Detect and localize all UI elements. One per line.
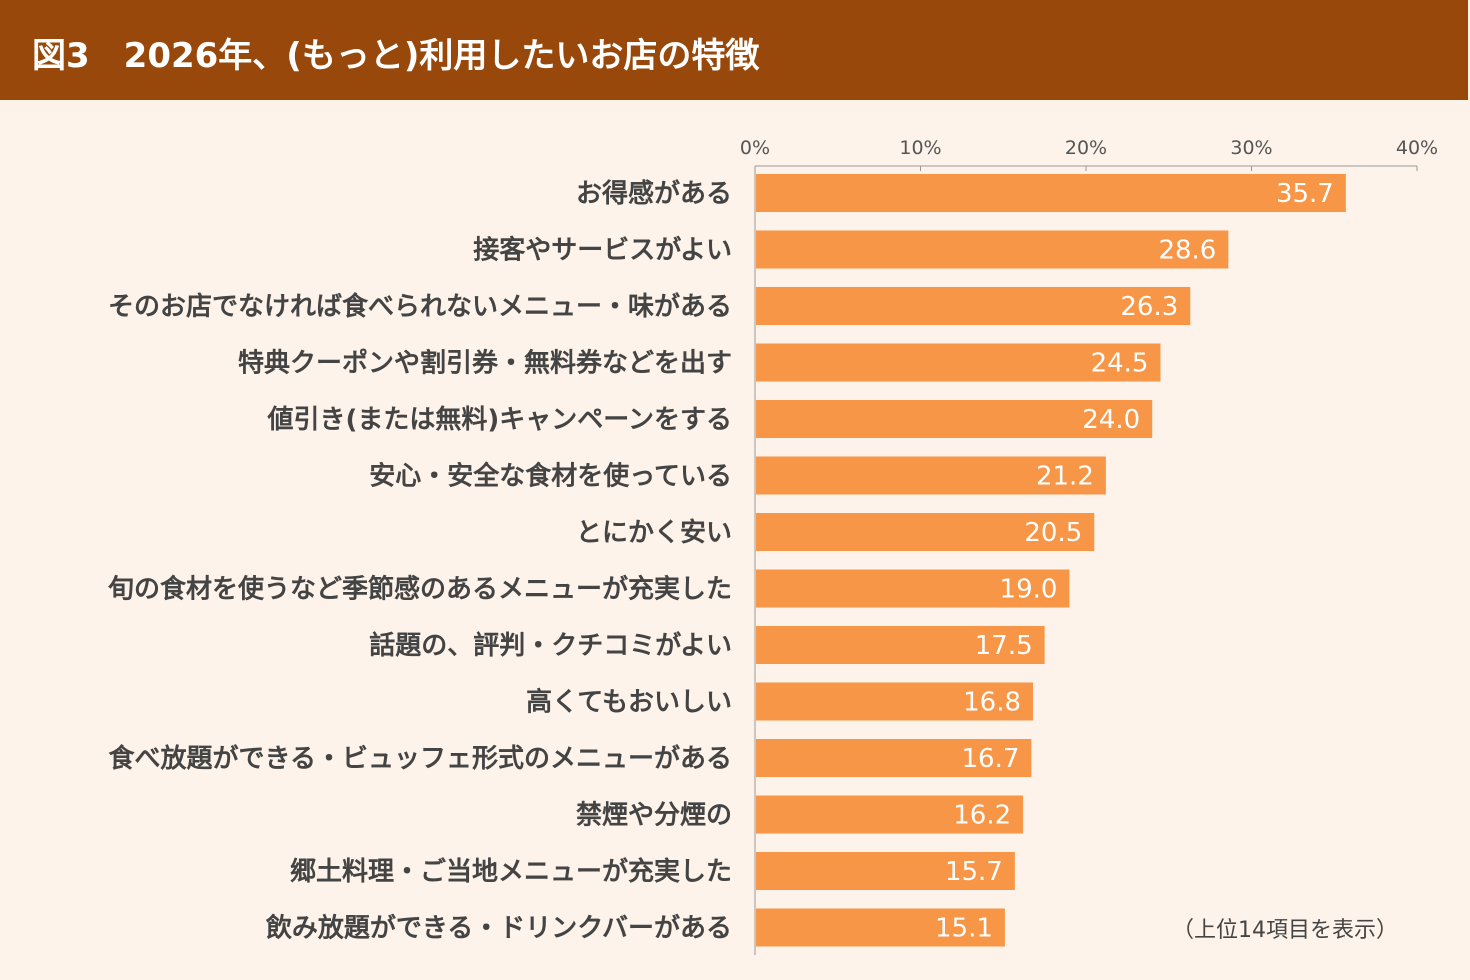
- bar: [756, 569, 1070, 608]
- category-label: そのお店でなければ食べられないメニュー・味がある: [108, 291, 732, 322]
- bar: [756, 400, 1153, 438]
- category-label: 食べ放題ができる・ビュッフェ形式のメニューがある: [109, 743, 732, 774]
- data-label: 16.8: [963, 688, 1021, 718]
- bar: [756, 739, 1032, 777]
- bar: [756, 343, 1161, 382]
- category-label: お得感がある: [576, 178, 732, 209]
- data-label: 17.5: [975, 631, 1033, 661]
- category-label: 高くてもおいしい: [526, 687, 732, 718]
- data-label: 35.7: [1276, 179, 1334, 209]
- data-label: 21.2: [1036, 462, 1094, 492]
- data-label: 16.2: [953, 801, 1011, 831]
- data-label: 15.1: [935, 914, 993, 944]
- category-label: とにかく安い: [576, 518, 732, 548]
- data-label: 16.7: [961, 744, 1019, 774]
- bar: [756, 852, 1015, 890]
- bar: [756, 626, 1045, 664]
- category-label: 値引き(または無料)キャンペーンをする: [267, 405, 732, 435]
- data-label: 15.7: [945, 857, 1003, 887]
- bar: [756, 908, 1005, 947]
- x-tick-label: 30%: [1230, 137, 1272, 159]
- data-label: 20.5: [1024, 518, 1082, 548]
- bar: [756, 174, 1346, 212]
- data-label: 19.0: [1000, 575, 1058, 605]
- category-label: 旬の食材を使うなど季節感のあるメニューが充実した: [108, 574, 732, 605]
- category-label: 安心・安全な食材を使っている: [369, 461, 732, 492]
- title-bar: 図3 2026年、(もっと)利用したいお店の特徴: [0, 0, 1468, 100]
- bar: [756, 513, 1095, 551]
- bar: [756, 795, 1024, 834]
- bar: [756, 230, 1229, 269]
- bar: [756, 456, 1106, 495]
- x-tick-label: 10%: [899, 137, 941, 159]
- data-label: 24.0: [1082, 405, 1140, 435]
- category-label: 郷土料理・ご当地メニューが充実した: [290, 856, 732, 887]
- data-label: 28.6: [1158, 236, 1216, 266]
- category-label: 禁煙や分煙の: [576, 801, 732, 831]
- category-label: 接客やサービスがよい: [473, 235, 732, 266]
- bar: [756, 287, 1191, 325]
- category-label: 飲み放題ができる・ドリンクバーがある: [265, 913, 732, 944]
- chart-title: 図3 2026年、(もっと)利用したいお店の特徴: [32, 36, 760, 76]
- data-label: 24.5: [1091, 349, 1149, 379]
- x-tick-label: 0%: [740, 137, 770, 159]
- category-label: 特典クーポンや割引券・無料券などを出す: [238, 348, 732, 379]
- x-tick-label: 20%: [1065, 137, 1107, 159]
- x-tick-label: 40%: [1396, 137, 1438, 159]
- category-label: 話題の、評判・クチコミがよい: [369, 630, 732, 661]
- data-label: 26.3: [1120, 292, 1178, 322]
- footnote: （上位14項目を表示）: [1172, 918, 1398, 943]
- bar: [756, 682, 1034, 721]
